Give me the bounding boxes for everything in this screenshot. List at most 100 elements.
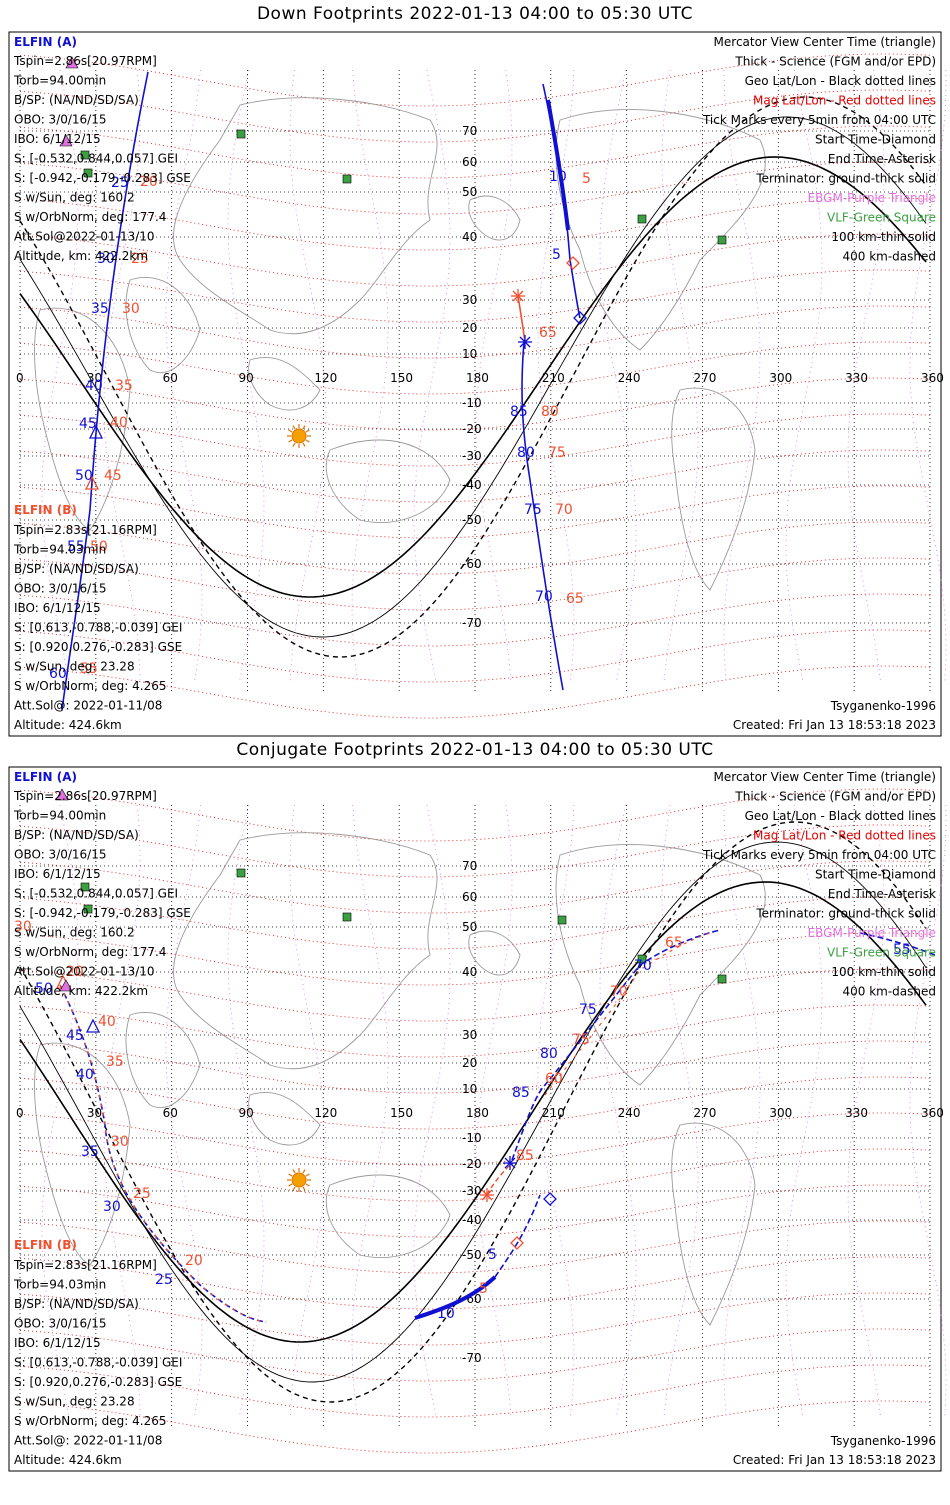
start-time-diamond (543, 1192, 557, 1206)
elfin-b-track (544, 932, 711, 1096)
sun-ray (302, 442, 306, 447)
legend-line: Thick - Science (FGM and/or EPD) (734, 790, 936, 804)
lon-tick-label: 150 (390, 1106, 413, 1120)
lat-tick-label: -40 (462, 1213, 482, 1227)
mag-lon-line (599, 804, 637, 1418)
elfin-a-header: ELFIN (A) (14, 35, 77, 49)
elfin-a-tick-label: 40 (76, 1067, 94, 1083)
coastline (248, 356, 321, 411)
lon-tick-label: 180 (466, 371, 489, 385)
center-time-triangle (85, 1018, 101, 1033)
elfin-a-tick-label: 30 (97, 251, 115, 267)
elfin-a-track (494, 1194, 541, 1278)
sun-icon (291, 1172, 307, 1188)
coastline (125, 1012, 201, 1109)
elfin-a-tick-label: 55 (67, 539, 85, 555)
sun-ray (288, 1173, 293, 1177)
elfin-b-tick-label: 5 (479, 1281, 488, 1297)
legend-line: EBGM-Purple Triangle (808, 926, 936, 940)
elfin-b-info-line: S: [0.920,0.276,-0.283] GSE (14, 1375, 182, 1389)
ebgm-triangle (65, 56, 79, 69)
elfin-b-tick-label: 35 (115, 378, 133, 394)
sun-ray (305, 1173, 310, 1177)
elfin-b-header: ELFIN (B) (14, 1238, 77, 1252)
lat-tick-label: -20 (462, 422, 482, 436)
legend-line: Mag Lat/Lon - Red dotted lines (753, 829, 936, 843)
vlf-station-square (717, 235, 727, 245)
mag-lon-line (165, 69, 203, 683)
lon-tick-label: 240 (618, 371, 641, 385)
elfin-b-info-line: S w/OrbNorm, deg: 4.265 (14, 679, 166, 693)
vlf-station-square (717, 974, 727, 984)
elfin-a-info-line: Torb=94.00min (13, 74, 106, 88)
elfin-a-tick-label: 85 (512, 1085, 530, 1101)
down-footprints-map: 0 30 60 90 120 150 180 210 240 270 300 330 360 70 60 50… (8, 31, 947, 737)
elfin-b-tick-label: 20 (185, 1253, 203, 1269)
elfin-a-info-line: S: [-0.532,0.844,0.057] GEI (14, 152, 178, 166)
elfin-b-tick-label: 80 (541, 404, 559, 420)
lon-tick-label: 300 (769, 1106, 792, 1120)
elfin-b-tick-label: 40 (98, 1014, 116, 1030)
elfin-a-tick-label: 25 (155, 1272, 173, 1288)
elfin-a-info-line: OBO: 3/0/16/15 (14, 113, 107, 127)
lat-tick-label: 50 (462, 920, 477, 934)
lon-tick-label: 0 (16, 371, 24, 385)
elfin-a-science-track (414, 1275, 497, 1320)
lon-tick-label: 270 (694, 1106, 717, 1120)
elfin-a-header: ELFIN (A) (14, 770, 77, 784)
vlf-station-square (637, 214, 647, 224)
elfin-a-tick-label: 30 (103, 1199, 121, 1215)
terminator-400km-line (19, 821, 927, 1403)
elfin-a-tick-label: 25 (111, 175, 129, 191)
elfin-b-track (59, 984, 267, 1323)
elfin-a-tick-label: 5 (488, 1247, 497, 1263)
elfin-a-info-line: Altitude, km: 422.2km (14, 249, 148, 263)
sun-ray (288, 1183, 293, 1187)
center-time-triangle (88, 424, 104, 439)
lat-tick-label: 30 (462, 1028, 477, 1042)
lat-tick-label: -30 (462, 449, 482, 463)
lat-tick-label: 10 (462, 1082, 477, 1096)
legend-line: Geo Lat/Lon - Black dotted lines (745, 809, 936, 823)
end-time-asterisk (481, 1189, 493, 1201)
lat-tick-label: 10 (462, 347, 477, 361)
elfin-b-info-line: S: [0.613,-0.788,-0.039] GEI (14, 1356, 182, 1370)
terminator-100km-line (19, 841, 927, 1383)
mag-lon-line (723, 69, 761, 683)
lon-tick-label: 30 (87, 1106, 102, 1120)
legend-line: End Time-Asterisk (828, 887, 936, 901)
coastline (125, 277, 201, 374)
vlf-station-square (342, 912, 352, 922)
lat-tick-label: 40 (462, 230, 477, 244)
elfin-b-tick-label: 60 (545, 1071, 563, 1087)
elfin-b-tick-label: 85 (516, 1148, 534, 1164)
terminator-ground-line (19, 156, 927, 598)
mag-lon-line (723, 804, 761, 1418)
elfin-b-tick-label: 5 (582, 171, 591, 187)
lat-tick-label: 60 (462, 890, 477, 904)
elfin-a-info-line: IBO: 6/1/12/15 (14, 867, 101, 881)
vlf-station-square (80, 882, 90, 892)
coastline (248, 1091, 321, 1146)
elfin-a-tick-label: 60 (49, 666, 67, 682)
elfin-a-info-line: S w/Sun, deg: 160.2 (14, 926, 135, 940)
elfin-a-tick-label: 75 (579, 1002, 597, 1018)
legend-line: Mercator View Center Time (triangle) (714, 770, 936, 784)
elfin-b-tick-label: 65 (539, 325, 557, 341)
elfin-a-tick-label: 50 (75, 468, 93, 484)
sun-ray (292, 1169, 296, 1174)
legend-line: Terminator: ground-thick solid (755, 172, 936, 186)
elfin-a-info-line: B/SP: (NA/ND/SD/SA) (14, 828, 139, 842)
lon-tick-label: 180 (466, 1106, 489, 1120)
center-time-triangle (84, 475, 100, 490)
elfin-a-track (61, 71, 149, 711)
elfin-a-tick-label: 45 (79, 416, 97, 432)
model-label: Tsyganenko-1996 (830, 1434, 936, 1448)
model-label: Tsyganenko-1996 (830, 699, 936, 713)
ebgm-triangle (59, 134, 73, 147)
elfin-a-info-line: Tspin=2.86s[20.97RPM] (13, 789, 157, 803)
elfin-b-info-line: Att.Sol@: 2022-01-11/08 (14, 699, 162, 713)
sun-ray (288, 429, 293, 433)
lat-tick-label: -50 (462, 1248, 482, 1262)
elfin-b-tick-label: 30 (14, 919, 32, 935)
